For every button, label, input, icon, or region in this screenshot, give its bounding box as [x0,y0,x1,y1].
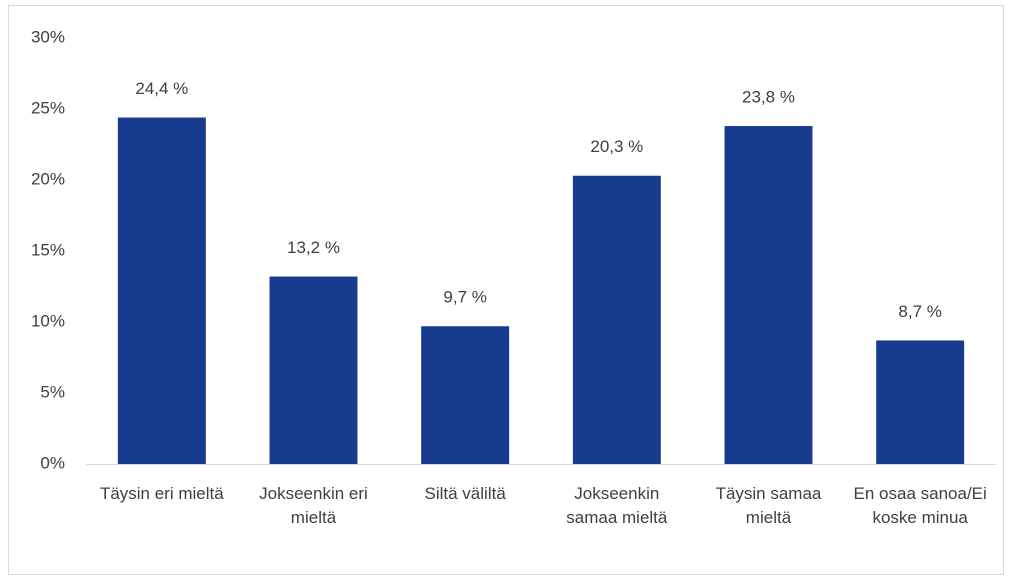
data-label: 9,7 % [443,288,486,307]
data-label: 23,8 % [742,88,795,107]
x-tick-label: Täysin eri mieltä [99,484,224,503]
x-tick-label: Täysin samaa mieltä [715,484,822,527]
y-tick-label: 0% [40,453,65,472]
bar [269,276,358,464]
bar [876,340,965,464]
x-tick-label: En osaa sanoa/Ei koske minua [853,484,987,527]
y-tick-label: 10% [31,311,65,330]
data-label: 8,7 % [898,302,941,321]
y-tick-label: 15% [31,240,65,259]
bar [421,326,510,464]
x-tick-label: Siltä väliltä [424,484,506,503]
bar [724,126,813,464]
data-label: 24,4 % [135,79,188,98]
y-tick-label: 5% [40,382,65,401]
x-tick-label: Jokseenkin samaa mieltä [566,484,668,527]
bar [572,175,661,465]
chart-border [8,5,1004,575]
x-tick-label: Jokseenkin eri mieltä [259,484,368,527]
y-tick-label: 30% [31,27,65,46]
data-label: 20,3 % [590,137,643,156]
y-tick-label: 20% [31,169,65,188]
bar [117,117,206,465]
y-tick-label: 25% [31,98,65,117]
data-label: 13,2 % [287,238,340,257]
